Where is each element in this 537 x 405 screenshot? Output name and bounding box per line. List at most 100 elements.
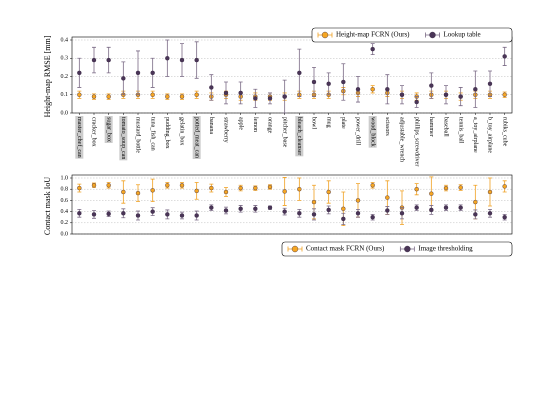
data-point bbox=[502, 214, 507, 220]
x-tick-label: gelatin_box bbox=[179, 117, 185, 145]
x-tick-label: adjustable_wrench bbox=[399, 117, 405, 162]
y-axis-label: Height-map RMSE [mm] bbox=[43, 35, 52, 117]
data-point bbox=[223, 208, 229, 213]
category-label-group: lemon bbox=[252, 117, 258, 132]
data-point bbox=[91, 57, 97, 63]
x-tick-label: tuna_fish_can bbox=[149, 117, 156, 151]
legend-marker bbox=[404, 245, 411, 253]
x-tick-label: master_chef_can bbox=[76, 117, 83, 158]
data-point bbox=[429, 207, 434, 213]
data-point bbox=[150, 188, 155, 193]
data-point bbox=[355, 211, 361, 216]
x-tick-label: a_toy_airplane bbox=[472, 117, 478, 153]
y-tick-label: 0.8 bbox=[61, 187, 69, 193]
category-label-group: cracker_box bbox=[91, 117, 97, 147]
data-point bbox=[121, 76, 126, 81]
data-point bbox=[311, 212, 317, 217]
data-point bbox=[267, 205, 273, 210]
category-label-group: adjustable_wrench bbox=[399, 117, 405, 162]
data-point bbox=[91, 183, 97, 188]
data-point bbox=[238, 185, 243, 191]
legend-marker bbox=[429, 31, 436, 39]
data-point bbox=[253, 185, 258, 191]
x-tick-label: pudding_box bbox=[164, 117, 170, 149]
x-tick-label: bleach_cleanser bbox=[296, 117, 302, 155]
data-point bbox=[282, 189, 287, 194]
legend-marker bbox=[291, 245, 299, 253]
data-point bbox=[77, 92, 82, 97]
category-label-group: power_drill bbox=[355, 117, 361, 145]
x-tick-label: potted_meat_can bbox=[193, 117, 199, 158]
data-point bbox=[370, 183, 375, 188]
data-point bbox=[209, 205, 214, 210]
category-label-group: mustard_bottle bbox=[135, 117, 141, 153]
y-tick-label: 0.1 bbox=[61, 92, 69, 98]
data-point bbox=[473, 87, 478, 92]
legend-label: Height-map FCRN (Ours) bbox=[336, 31, 410, 39]
data-point bbox=[429, 191, 434, 196]
data-point bbox=[502, 92, 507, 97]
category-label-group: baseball bbox=[443, 117, 449, 137]
y-tick-label: 1.0 bbox=[61, 175, 69, 181]
y-tick-label: 0.3 bbox=[61, 56, 69, 62]
data-point bbox=[370, 46, 375, 52]
data-point bbox=[443, 205, 449, 210]
category-label-group: bowl bbox=[311, 117, 317, 129]
data-point bbox=[238, 90, 243, 96]
data-point bbox=[385, 87, 390, 92]
data-point bbox=[91, 94, 97, 99]
data-point bbox=[370, 214, 375, 220]
x-tick-label: sugar_box bbox=[105, 117, 111, 142]
legend-label: Image thresholding bbox=[418, 245, 473, 253]
category-label-group: gelatin_box bbox=[179, 117, 185, 145]
data-point bbox=[223, 90, 229, 96]
data-point bbox=[399, 211, 405, 216]
category-label-group: orange bbox=[267, 117, 273, 134]
data-point bbox=[443, 185, 449, 191]
data-point bbox=[487, 81, 493, 87]
x-tick-label: cracker_box bbox=[91, 117, 97, 147]
category-highlight bbox=[75, 116, 84, 159]
category-highlight bbox=[192, 116, 201, 159]
category-label-group: sugar_box bbox=[104, 116, 113, 143]
plot-frame bbox=[71, 174, 513, 235]
category-label-group: scissors bbox=[384, 117, 390, 136]
data-point bbox=[238, 206, 243, 212]
data-point bbox=[135, 70, 141, 76]
data-point bbox=[179, 213, 185, 218]
x-tick-label: lemon bbox=[252, 117, 258, 132]
category-label-group: a_toy_airplane bbox=[472, 117, 478, 153]
category-label-group: tuna_fish_can bbox=[149, 117, 156, 151]
x-tick-label: plate bbox=[340, 117, 346, 129]
y-tick-label: 0.6 bbox=[61, 198, 69, 204]
data-point bbox=[385, 195, 390, 200]
data-point bbox=[341, 79, 346, 85]
x-tick-label: mustard_bottle bbox=[135, 117, 141, 153]
data-point bbox=[267, 96, 273, 101]
data-point bbox=[106, 183, 111, 188]
x-tick-label: tennis_ball bbox=[457, 117, 463, 144]
data-point bbox=[414, 205, 419, 210]
x-tick-label: baseball bbox=[443, 117, 449, 137]
data-point bbox=[165, 56, 170, 61]
data-point bbox=[135, 190, 141, 196]
legend-label: Lookup table bbox=[444, 31, 481, 39]
category-label-group: hammer bbox=[428, 117, 434, 137]
data-point bbox=[429, 83, 434, 88]
data-point bbox=[355, 87, 361, 92]
data-point bbox=[502, 184, 507, 189]
data-point bbox=[473, 212, 478, 217]
category-highlight bbox=[295, 116, 304, 157]
data-point bbox=[179, 94, 185, 99]
data-point bbox=[194, 57, 199, 63]
data-point bbox=[267, 184, 273, 190]
y-axis-label: Contact mask IoU bbox=[43, 177, 52, 235]
data-point bbox=[326, 81, 331, 87]
data-point bbox=[311, 199, 317, 205]
data-point bbox=[77, 211, 82, 216]
category-label-group: strawberry bbox=[223, 117, 229, 143]
category-label-group: pitcher_base bbox=[281, 117, 287, 148]
data-point bbox=[487, 189, 493, 195]
x-tick-label: mug bbox=[325, 117, 331, 128]
y-tick-label: 0.0 bbox=[61, 231, 69, 237]
